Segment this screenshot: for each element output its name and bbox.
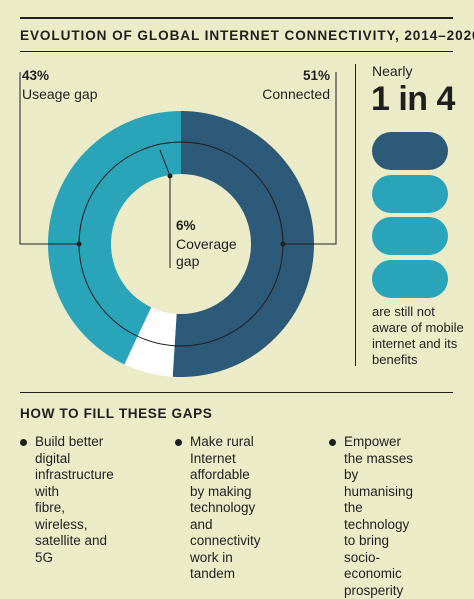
- stat-prefix: Nearly: [372, 63, 412, 79]
- tip-line: affordable by making: [190, 467, 261, 500]
- tip-line: satellite and 5G: [35, 533, 114, 566]
- gaps-heading: HOW TO FILL THESE GAPS: [20, 406, 212, 421]
- section-rule: [20, 392, 453, 393]
- connected-leader-dot: [281, 242, 286, 247]
- connected-label: Connected: [262, 86, 330, 103]
- stat-note-line: internet and its: [372, 336, 464, 352]
- coverage-gap-label-line1: Coverage: [176, 236, 237, 253]
- pill-icon: [372, 260, 448, 298]
- tip-line: infrastructure with: [35, 467, 114, 500]
- bullet-icon: [20, 439, 27, 446]
- usage-gap-percent: 43%: [22, 68, 49, 83]
- pill-icon: [372, 132, 448, 170]
- pill-icon: [372, 175, 448, 213]
- vertical-divider: [355, 64, 356, 366]
- pill-icon: [372, 217, 448, 255]
- tip-line: Empower the masses: [344, 434, 413, 467]
- stat-note: are still not aware of mobile internet a…: [372, 304, 464, 368]
- tip-line: connectivity work in: [190, 533, 261, 566]
- tip-line: technology and: [190, 500, 261, 533]
- stat-note-line: are still not: [372, 304, 464, 320]
- bullet-icon: [175, 439, 182, 446]
- tip-line: tandem: [190, 566, 261, 583]
- tip-line: Build better digital: [35, 434, 114, 467]
- bullet-icon: [329, 439, 336, 446]
- connected-percent: 51%: [303, 68, 330, 83]
- tip-line: by humanising the: [344, 467, 413, 517]
- tip-line: fibre, wireless,: [35, 500, 114, 533]
- usage-gap-label: Useage gap: [22, 86, 98, 103]
- coverage-gap-percent: 6%: [176, 218, 196, 233]
- stat-note-line: benefits: [372, 352, 464, 368]
- tip-line: Make rural Internet: [190, 434, 261, 467]
- tip-line: socio-economic: [344, 550, 413, 583]
- tip-line: technology to bring: [344, 517, 413, 550]
- stat-note-line: aware of mobile: [372, 320, 464, 336]
- tip-line: prosperity: [344, 583, 413, 599]
- usage-gap-leader-dot: [77, 242, 82, 247]
- coverage-gap-leader-dot: [168, 174, 173, 179]
- coverage-gap-label-line2: gap: [176, 253, 199, 270]
- stat-headline: 1 in 4: [371, 80, 455, 119]
